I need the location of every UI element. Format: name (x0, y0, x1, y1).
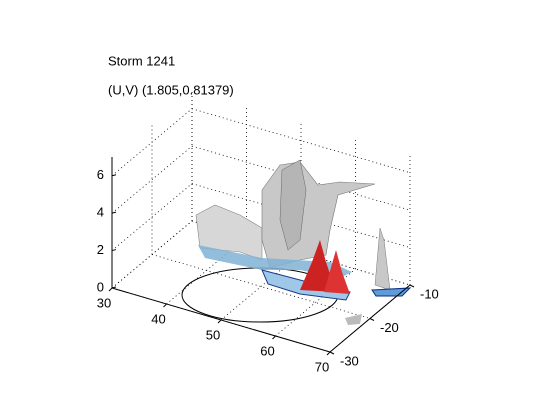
grid-line (220, 252, 302, 321)
y-tick-label: -20 (380, 320, 399, 335)
grid-line (111, 220, 193, 289)
z-tick (111, 211, 117, 214)
x-tick (163, 303, 167, 308)
surface-patch (345, 314, 362, 325)
x-tick-label: 70 (315, 359, 329, 374)
surface-peak (324, 250, 350, 294)
surface-base (371, 287, 412, 297)
grid-line (275, 268, 356, 337)
x-tick-label: 60 (260, 343, 274, 358)
y-tick-label: -10 (420, 286, 439, 301)
chart-subtitle: (U,V) (1.805,0.81379) (108, 82, 234, 97)
grid-line (111, 183, 193, 251)
x-tick-label: 30 (97, 295, 111, 310)
z-tick-label: 4 (97, 205, 104, 220)
surface-patch (279, 159, 307, 251)
z-tick-label: 0 (97, 279, 104, 294)
z-tick-label: 2 (97, 242, 104, 257)
x-tick (272, 335, 276, 340)
surface (181, 159, 412, 325)
z-tick (111, 249, 117, 252)
x-tick-label: 50 (206, 327, 220, 342)
x-tick (326, 351, 331, 356)
y-tick-label: -30 (340, 353, 359, 368)
y-tick (409, 284, 415, 288)
z-tick-label: 6 (97, 167, 104, 182)
y-tick (329, 351, 335, 355)
x-tick-label: 40 (151, 311, 165, 326)
y-tick (369, 318, 375, 321)
surface-patch (374, 227, 391, 291)
z-tick (111, 286, 117, 289)
x-tick (217, 319, 222, 324)
surface-peak (300, 240, 336, 292)
x-tick (108, 287, 113, 292)
chart-title: Storm 1241 (108, 53, 175, 68)
grid-line (111, 145, 193, 214)
axis-layer: 30 40 50 60 70 -30 -20 -10 0 2 4 6 (97, 157, 439, 374)
grid-line (111, 108, 193, 177)
z-tick (111, 174, 117, 177)
